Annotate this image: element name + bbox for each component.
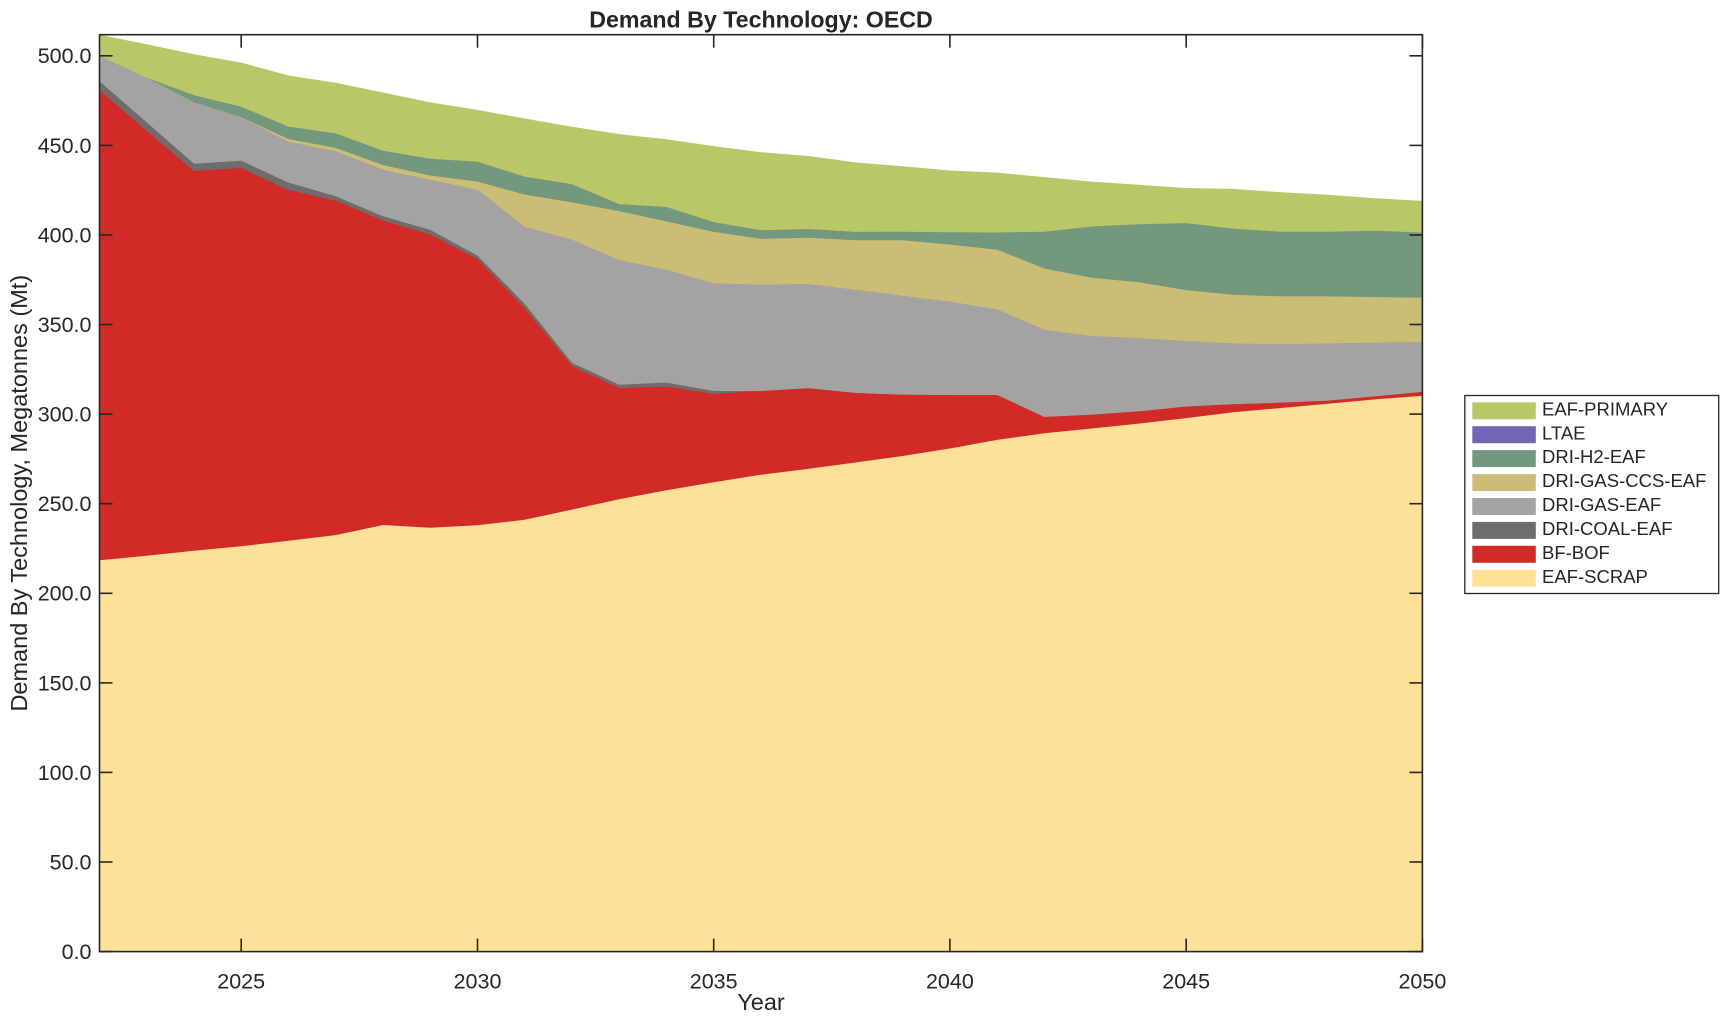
svg-text:DRI-GAS-CCS-EAF: DRI-GAS-CCS-EAF bbox=[1542, 470, 1706, 491]
svg-text:300.0: 300.0 bbox=[38, 403, 92, 427]
svg-text:2030: 2030 bbox=[454, 970, 502, 994]
svg-text:2035: 2035 bbox=[690, 970, 738, 994]
svg-text:2040: 2040 bbox=[926, 970, 974, 994]
svg-text:DRI-COAL-EAF: DRI-COAL-EAF bbox=[1542, 518, 1673, 539]
svg-text:250.0: 250.0 bbox=[38, 492, 92, 516]
svg-text:350.0: 350.0 bbox=[38, 313, 92, 337]
svg-text:400.0: 400.0 bbox=[38, 223, 92, 247]
svg-text:2025: 2025 bbox=[217, 970, 265, 994]
svg-text:LTAE: LTAE bbox=[1542, 422, 1586, 443]
svg-text:DRI-GAS-EAF: DRI-GAS-EAF bbox=[1542, 494, 1661, 515]
svg-text:2050: 2050 bbox=[1398, 970, 1446, 994]
svg-text:2045: 2045 bbox=[1162, 970, 1210, 994]
svg-text:200.0: 200.0 bbox=[38, 582, 92, 606]
svg-text:EAF-PRIMARY: EAF-PRIMARY bbox=[1542, 398, 1668, 419]
svg-text:150.0: 150.0 bbox=[38, 671, 92, 695]
svg-text:Demand By Technology, Megatonn: Demand By Technology, Megatonnes (Mt) bbox=[6, 275, 32, 712]
svg-text:BF-BOF: BF-BOF bbox=[1542, 542, 1610, 563]
svg-text:100.0: 100.0 bbox=[38, 761, 92, 785]
svg-text:500.0: 500.0 bbox=[38, 44, 92, 68]
svg-text:EAF-SCRAP: EAF-SCRAP bbox=[1542, 566, 1648, 587]
svg-text:450.0: 450.0 bbox=[38, 134, 92, 158]
svg-text:DRI-H2-EAF: DRI-H2-EAF bbox=[1542, 446, 1646, 467]
svg-text:0.0: 0.0 bbox=[62, 940, 92, 964]
svg-text:50.0: 50.0 bbox=[50, 850, 92, 874]
svg-text:Year: Year bbox=[737, 989, 785, 1015]
svg-text:Demand By Technology: OECD: Demand By Technology: OECD bbox=[589, 7, 933, 33]
